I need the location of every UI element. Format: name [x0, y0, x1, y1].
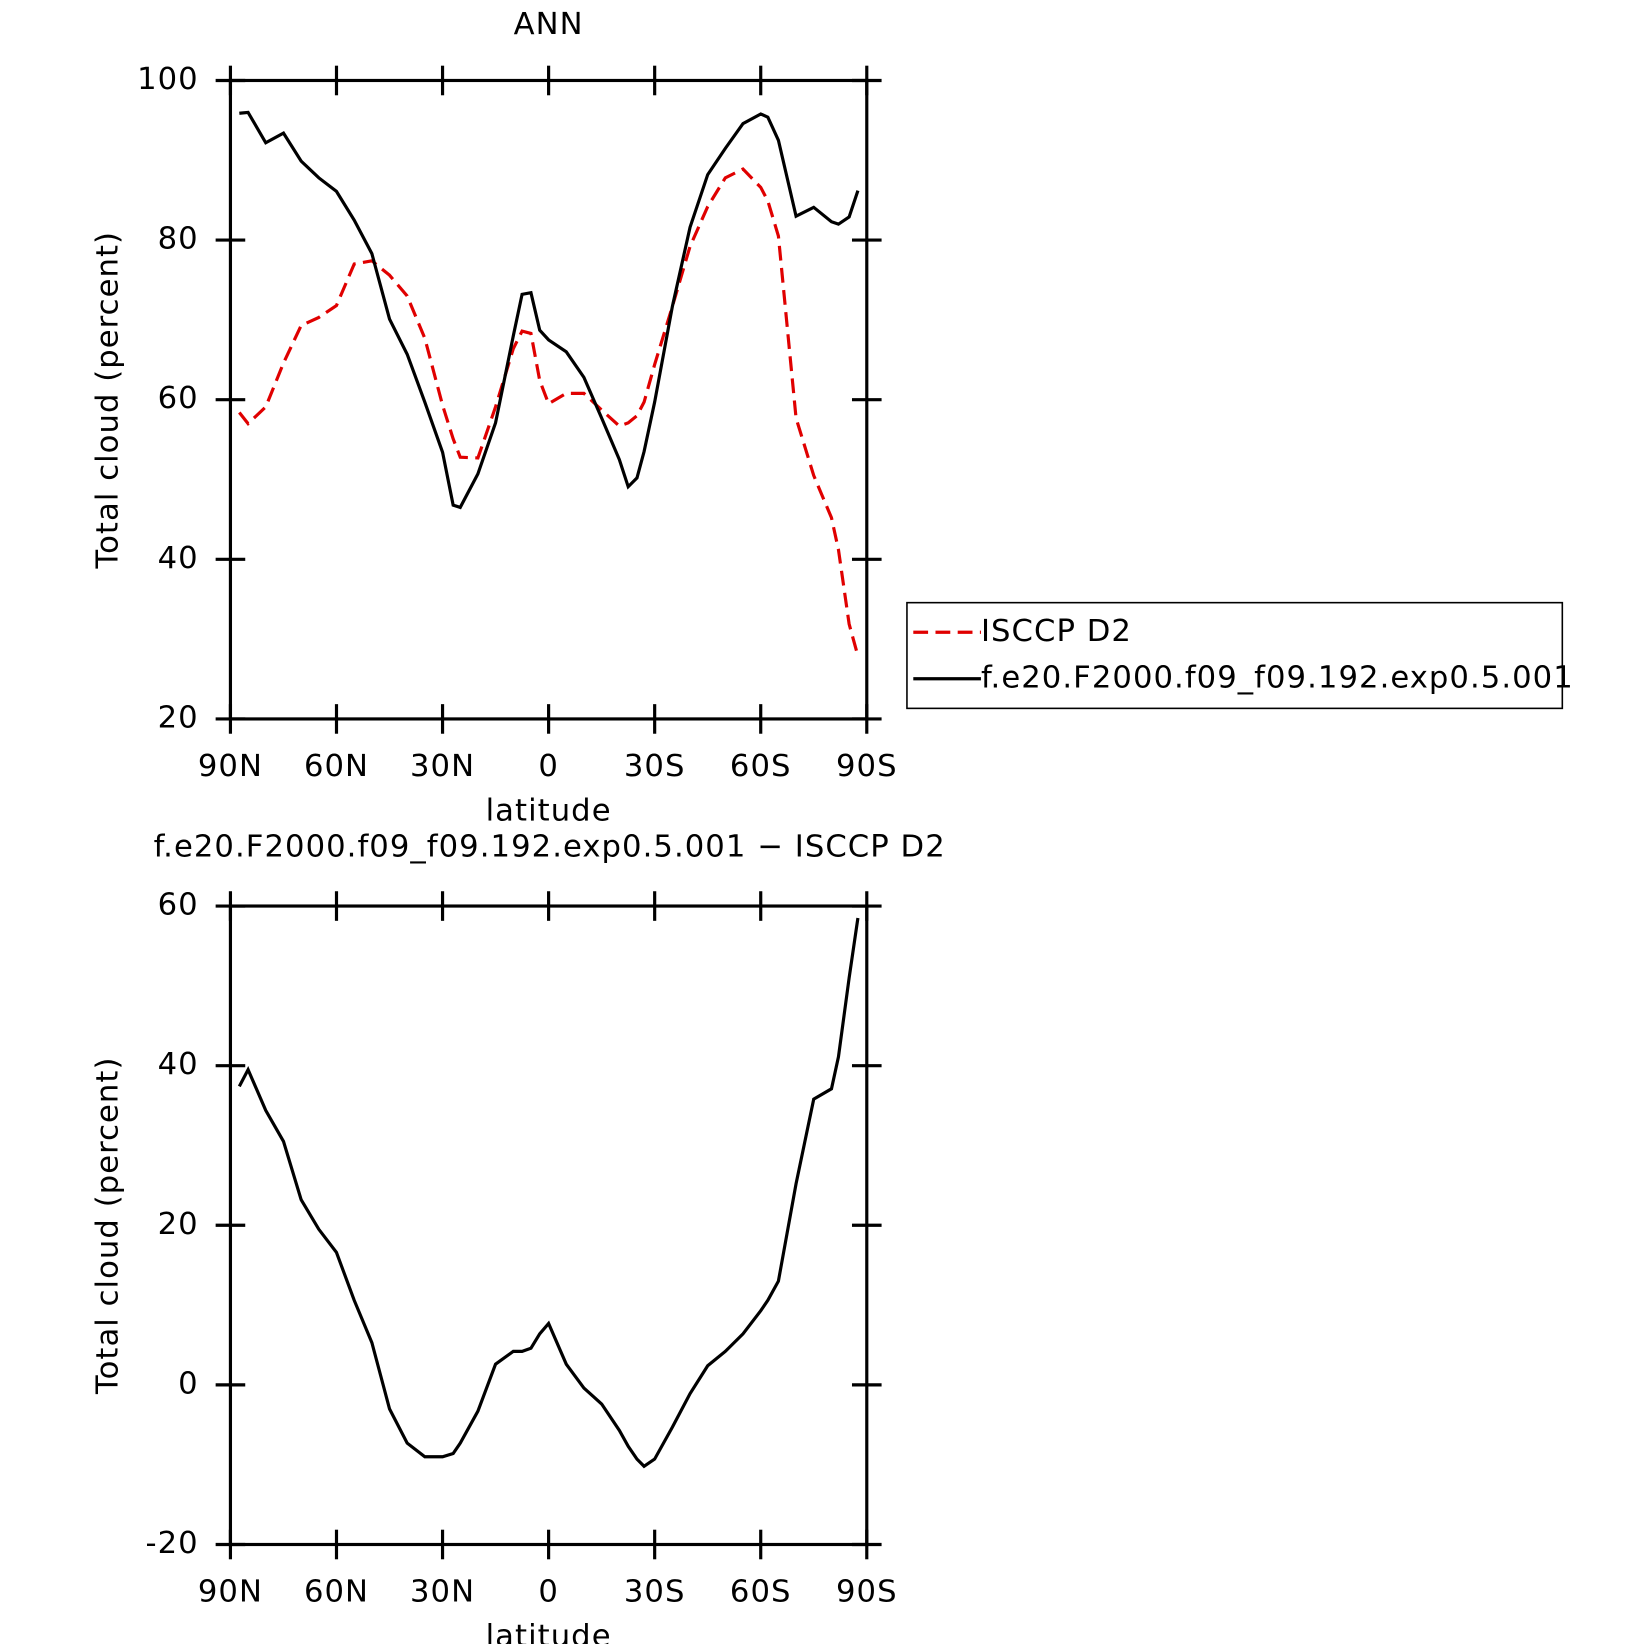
plot: f.e20.F2000.f09_f09.192.exp0.5.001 − ISC… [90, 829, 946, 1644]
x-tick-label: 90N [198, 1575, 263, 1610]
x-tick-label: 60S [730, 1575, 792, 1610]
x-tick-label: 90S [836, 1575, 898, 1610]
x-tick-label: 30N [410, 749, 475, 784]
plot: ANN 20 40 60 80 100 90N 60N 30N 0 30S 60S 90S latitud… [90, 7, 1574, 828]
y-tick-label: 40 [158, 1047, 199, 1082]
chart-title: f.e20.F2000.f09_f09.192.exp0.5.001 − ISC… [154, 829, 946, 864]
x-tick-label: 60N [304, 1575, 369, 1610]
data-line [237, 917, 860, 1469]
legend-label: f.e20.F2000.f09_f09.192.exp0.5.001 [981, 660, 1574, 695]
x-tick-label: 0 [538, 749, 559, 784]
legend-box [906, 601, 1564, 710]
y-tick-label: 40 [158, 541, 199, 576]
x-tick-label: 30S [624, 1575, 686, 1610]
x-tick-label: 30N [410, 1575, 475, 1610]
legend-label: ISCCP D2 [981, 614, 1132, 649]
y-tick-label: 60 [158, 381, 199, 416]
y-axis-label: Total cloud (percent) [90, 231, 125, 569]
x-axis-label: latitude [486, 793, 612, 828]
chart-title: ANN [514, 7, 584, 42]
x-tick-label: 90N [198, 749, 263, 784]
x-tick-label: 60N [304, 749, 369, 784]
data-line [239, 110, 860, 510]
x-axis-label: latitude [486, 1619, 612, 1644]
x-tick-label: 0 [538, 1575, 559, 1610]
y-tick-label: 100 [137, 62, 199, 97]
y-tick-label: 20 [158, 700, 199, 735]
y-axis-label: Total cloud (percent) [90, 1057, 125, 1395]
x-tick-label: 30S [624, 749, 686, 784]
y-tick-label: 20 [158, 1207, 199, 1242]
y-tick-label: 80 [158, 222, 199, 257]
y-tick-label: 0 [178, 1366, 199, 1401]
plot-frame [228, 78, 869, 721]
y-tick-label: 60 [158, 888, 199, 923]
x-tick-label: 90S [836, 749, 898, 784]
y-tick-label: -20 [146, 1526, 199, 1561]
plot-frame [228, 904, 869, 1547]
data-line [238, 167, 860, 657]
x-tick-label: 60S [730, 749, 792, 784]
